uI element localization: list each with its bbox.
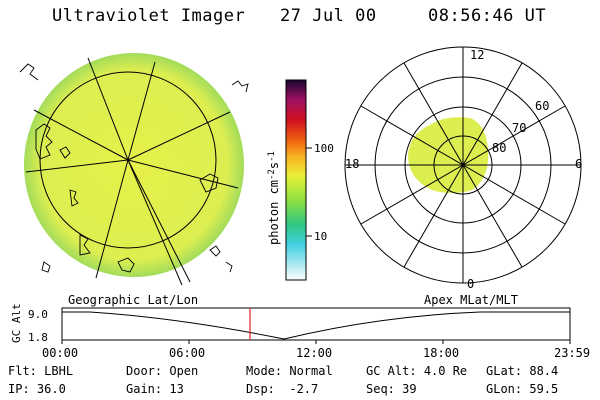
info-mode: Mode: Normal [246,364,333,378]
info-dsp: Dsp: -2.7 [246,382,319,396]
colorbar-unit-label: photon cm-2s-1 [267,151,281,245]
image-date: 27 Jul 00 [280,6,377,26]
timeline-xtick-4: 23:59 [554,346,590,360]
timeline-xtick-3: 18:00 [423,346,459,360]
info-gain: Gain: 13 [126,382,184,396]
info-gc-alt: GC Alt: 4.0 Re [366,364,468,378]
timeline-frame [61,307,571,341]
timeline-ytick-bottom: 1.8 [28,331,48,344]
colorbar-tick-100: 100 [314,142,334,155]
colorbar-gradient [285,79,307,281]
info-door: Door: Open [126,364,199,378]
lat-label-80: 80 [492,141,506,155]
timeline-xtick-2: 12:00 [296,346,332,360]
timeline-axis-label: GC Alt [10,303,23,343]
timeline-right-title: Apex MLat/MLT [424,293,518,307]
lat-lon-grid [25,57,239,286]
timeline-left-title: Geographic Lat/Lon [68,293,198,307]
timeline-ytick-top: 9.0 [28,308,48,321]
mlt-label-18: 18 [345,157,359,171]
colorbar-tick-10: 10 [314,230,327,243]
image-time: 08:56:46 UT [428,6,547,26]
lat-label-60: 60 [535,99,549,113]
mlt-label-6: 6 [575,157,582,171]
mlt-label-12: 12 [470,48,484,62]
info-glat: GLat: 88.4 [486,364,559,378]
mlt-label-0: 0 [467,277,474,291]
lat-label-70: 70 [512,121,526,135]
info-glon: GLon: 59.5 [486,382,559,396]
timeline-xtick-0: 00:00 [42,346,78,360]
info-flt: Flt: LBHL [8,364,74,378]
altitude-curve [62,311,570,340]
info-seq: Seq: 39 [366,382,417,396]
info-ip: IP: 36.0 [8,382,66,396]
image-title: Ultraviolet Imager [52,6,246,26]
coastlines [19,63,249,273]
timeline-xtick-1: 06:00 [169,346,205,360]
